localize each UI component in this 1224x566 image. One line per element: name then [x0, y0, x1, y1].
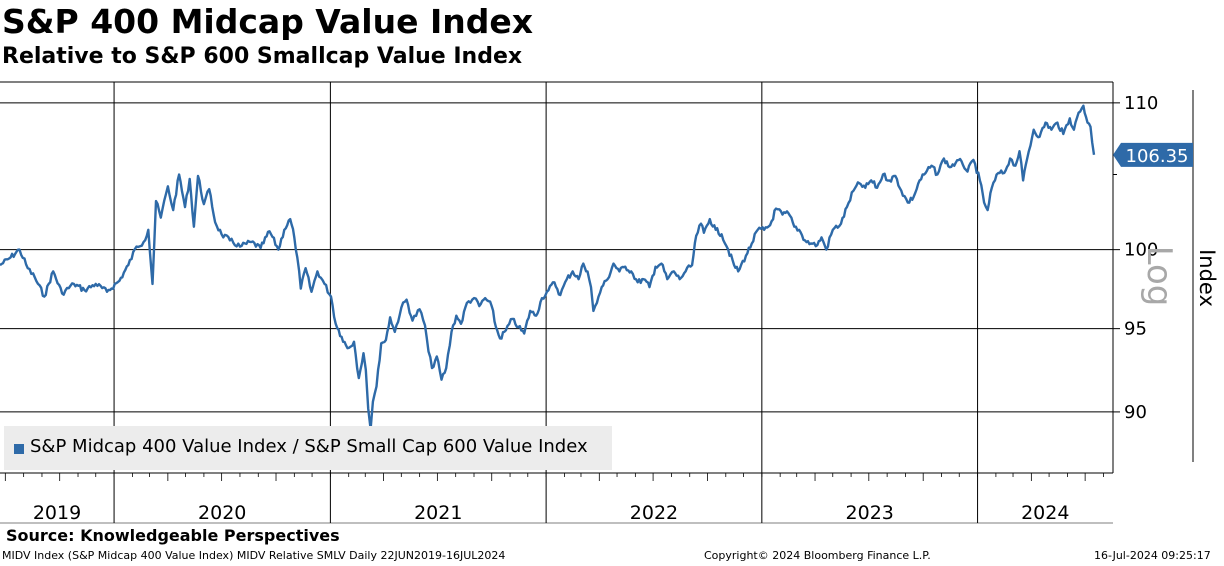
- axis-scale-label: Log: [1139, 246, 1179, 307]
- last-value-tag: 106.35: [1113, 142, 1193, 167]
- footer-timestamp: 16-Jul-2024 09:25:17: [1094, 549, 1211, 562]
- footer-series-info: MIDV Index (S&P Midcap 400 Value Index) …: [2, 549, 506, 562]
- ytick-label-90: 90: [1124, 402, 1147, 423]
- legend-swatch: [14, 444, 24, 454]
- last-value-label: 106.35: [1126, 146, 1189, 167]
- ytick-label-100: 100: [1124, 240, 1158, 261]
- footer-copyright: Copyright© 2024 Bloomberg Finance L.P.: [704, 549, 931, 562]
- last-value-tag-shape: [1113, 142, 1193, 167]
- legend-label: S&P Midcap 400 Value Index / S&P Small C…: [30, 436, 588, 457]
- source-note: Source: Knowledgeable Perspectives: [6, 526, 340, 545]
- ytick-label-95: 95: [1124, 319, 1147, 340]
- axis-index-label: Index: [1195, 249, 1219, 307]
- chart-title: S&P 400 Midcap Value Index: [2, 2, 534, 41]
- xtick-label-2023: 2023: [846, 502, 894, 524]
- xtick-label-2020: 2020: [198, 502, 246, 524]
- ytick-label-110: 110: [1124, 93, 1158, 114]
- xtick-label-2019: 2019: [33, 502, 81, 524]
- xtick-label-2022: 2022: [630, 502, 678, 524]
- xtick-label-2024: 2024: [1021, 502, 1069, 524]
- xtick-label-2021: 2021: [414, 502, 462, 524]
- series-line: [0, 104, 1096, 431]
- chart-subtitle: Relative to S&P 600 Smallcap Value Index: [2, 44, 523, 69]
- legend: S&P Midcap 400 Value Index / S&P Small C…: [4, 426, 612, 470]
